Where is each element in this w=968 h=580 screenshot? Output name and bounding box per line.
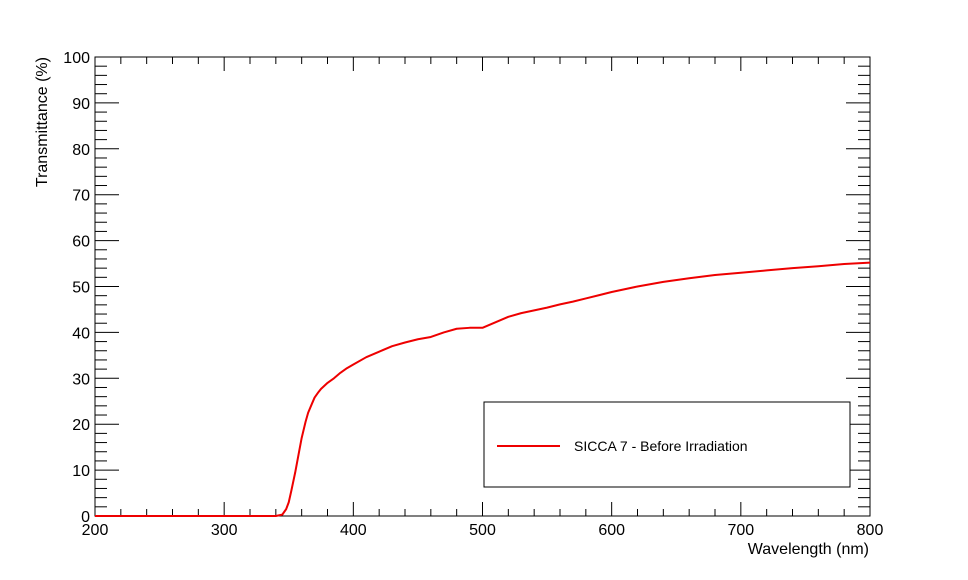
y-tick-label: 50 bbox=[72, 280, 90, 297]
y-tick-label: 10 bbox=[72, 463, 90, 480]
y-axis-label: Transmittance (%) bbox=[34, 57, 51, 187]
x-tick-label: 800 bbox=[857, 522, 884, 539]
y-tick-label: 90 bbox=[72, 96, 90, 113]
x-tick-label: 600 bbox=[598, 522, 625, 539]
legend-box bbox=[483, 401, 851, 488]
x-tick-label: 700 bbox=[727, 522, 754, 539]
y-tick-label: 20 bbox=[72, 417, 90, 434]
axis-ticks bbox=[94, 56, 871, 517]
x-tick-label: 400 bbox=[340, 522, 367, 539]
series-line-0 bbox=[95, 261, 871, 517]
y-tick-label: 70 bbox=[72, 188, 90, 205]
y-tick-label: 80 bbox=[72, 142, 90, 159]
y-tick-label: 0 bbox=[81, 509, 90, 526]
series-layer bbox=[95, 261, 871, 517]
x-tick-label: 300 bbox=[211, 522, 238, 539]
y-tick-label: 100 bbox=[63, 50, 90, 67]
x-tick-label: 500 bbox=[469, 522, 496, 539]
x-tick-label: 200 bbox=[82, 522, 109, 539]
y-tick-label: 40 bbox=[72, 325, 90, 342]
tick-labels: 200 300 400 500 600 700 800 0 10 20 30 40 50 60 70 80 90… bbox=[63, 50, 883, 539]
legend-label: SICCA 7 - Before Irradiation bbox=[574, 438, 748, 454]
y-tick-label: 30 bbox=[72, 371, 90, 388]
x-axis-label: Wavelength (nm) bbox=[748, 541, 869, 558]
y-tick-label: 60 bbox=[72, 234, 90, 251]
legend: SICCA 7 - Before Irradiation bbox=[483, 401, 851, 488]
